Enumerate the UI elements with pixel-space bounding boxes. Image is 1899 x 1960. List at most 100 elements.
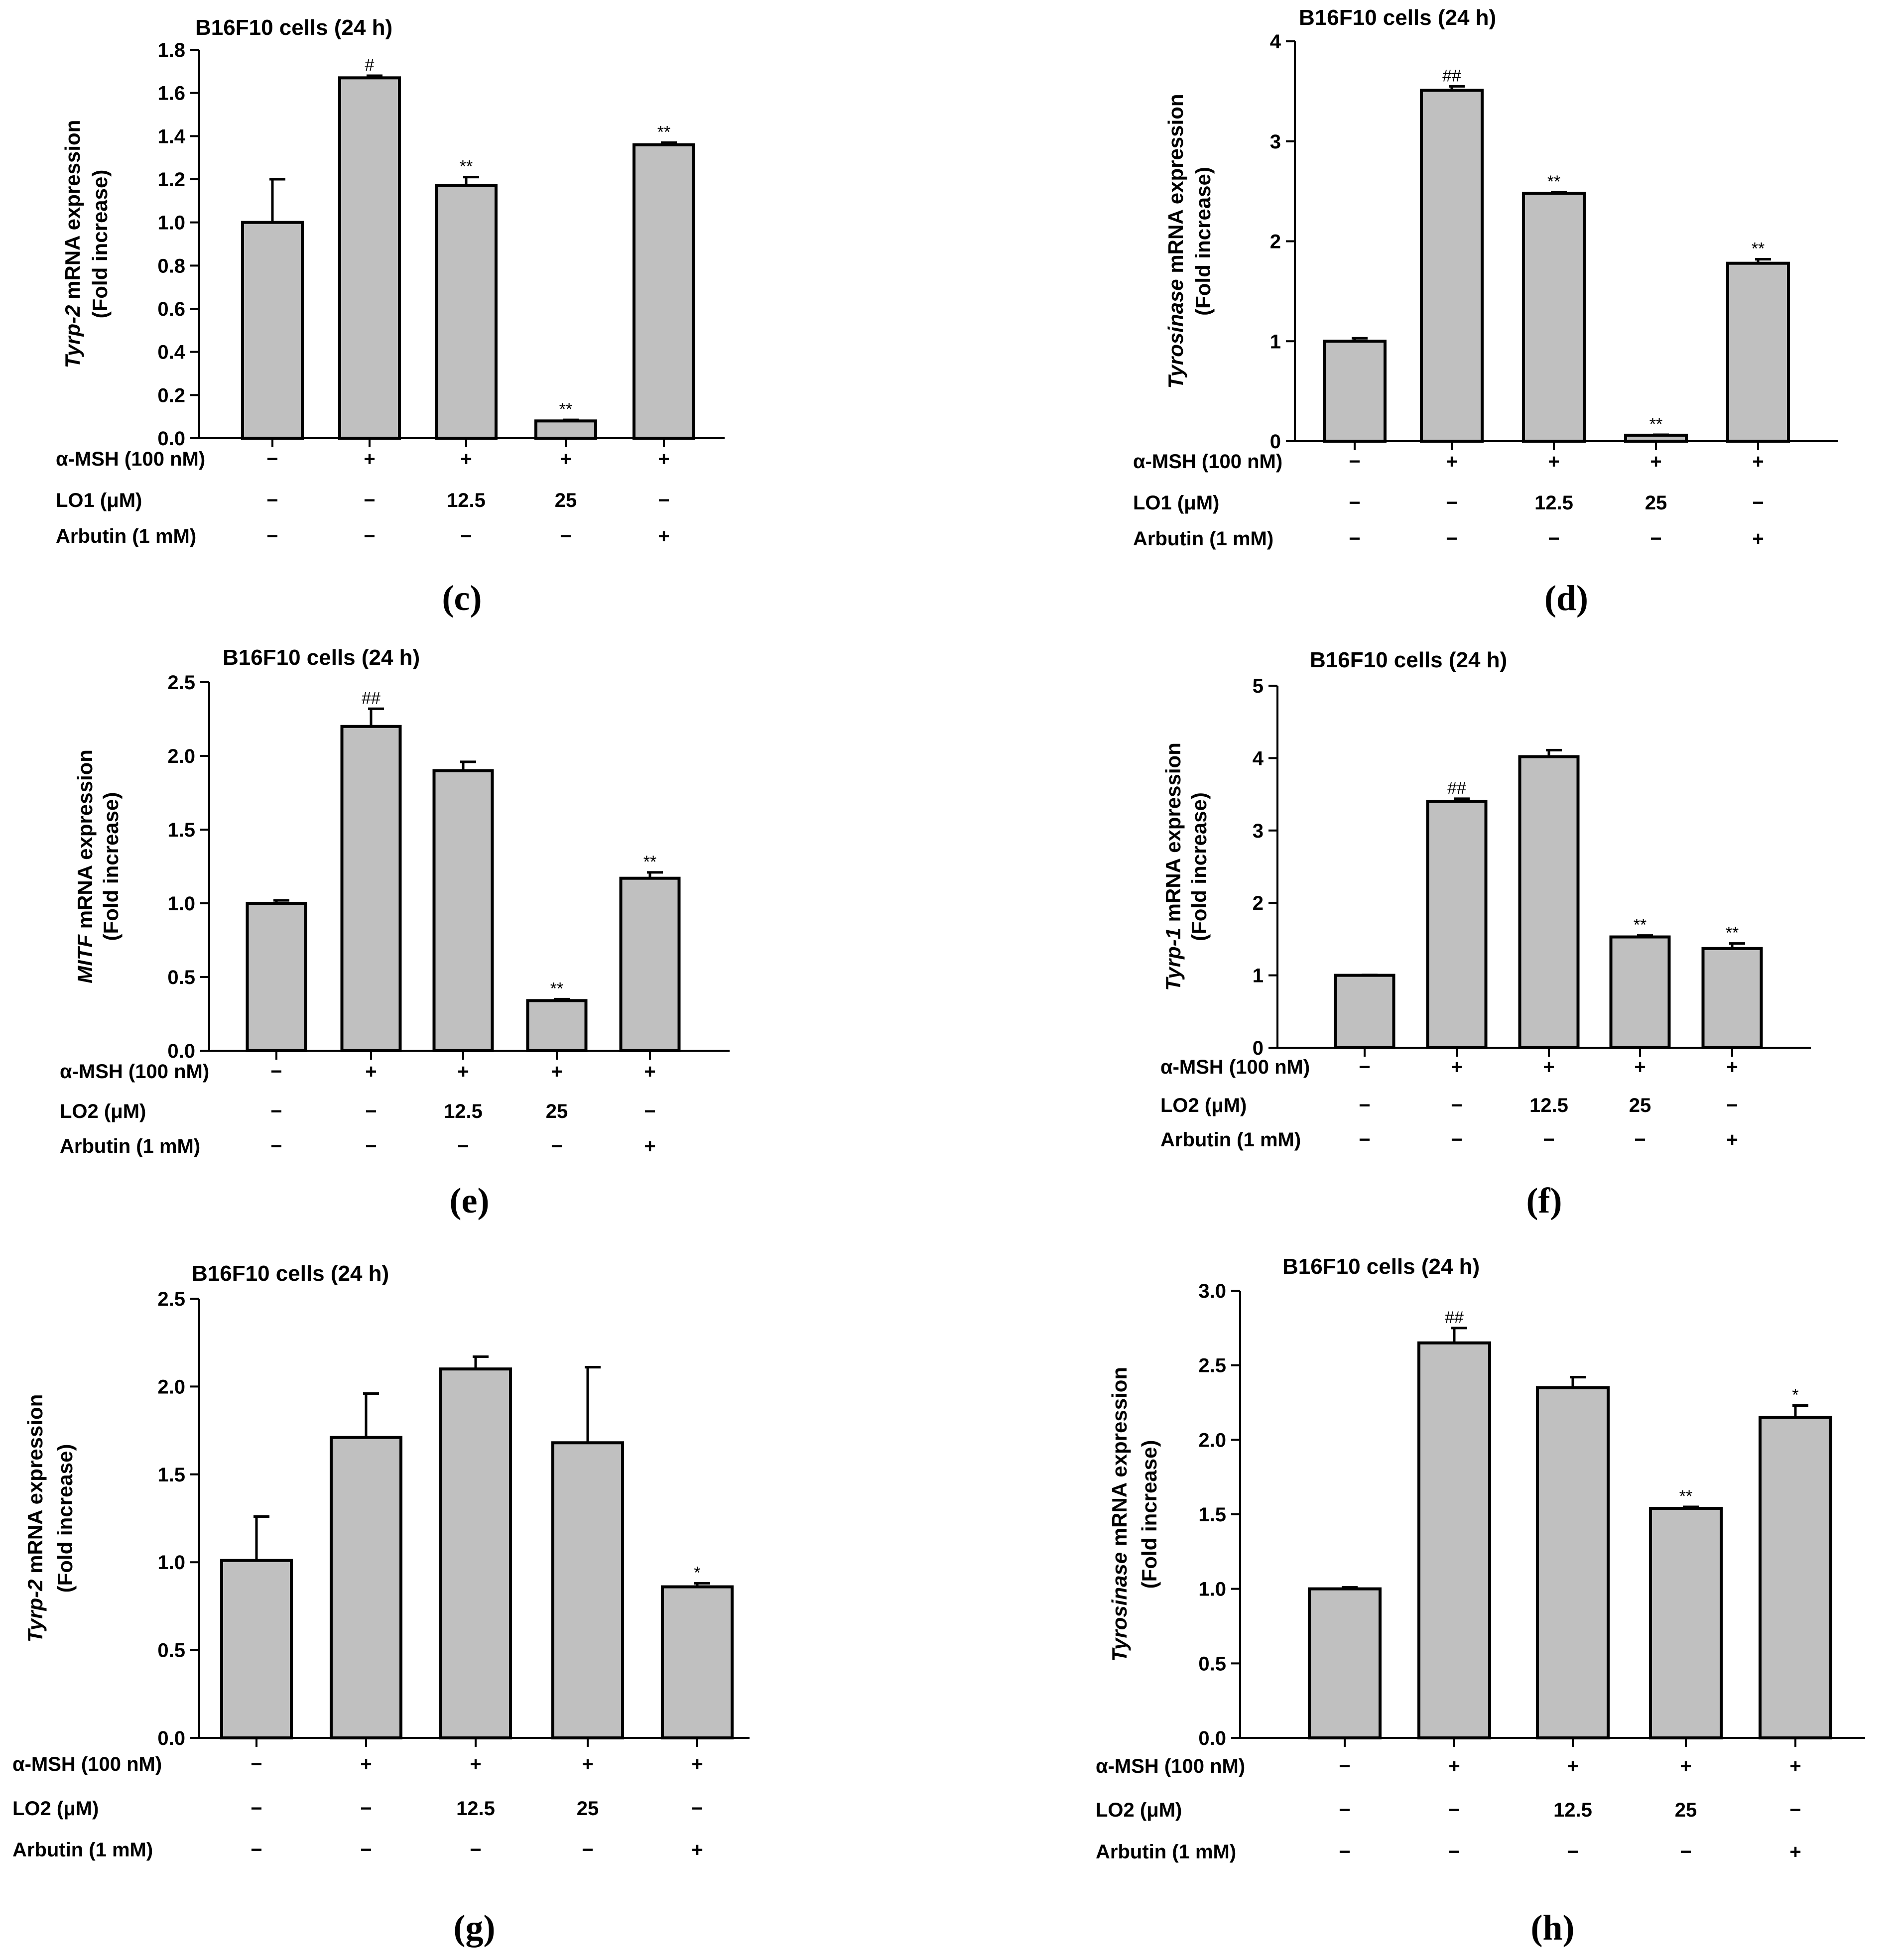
treatment-value: + xyxy=(360,1753,372,1775)
bar xyxy=(661,1585,734,1740)
y-tick-label: 3.0 xyxy=(1198,1280,1226,1302)
bar xyxy=(432,769,494,1052)
treatment-row-label: α-MSH (100 nM) xyxy=(1096,1755,1245,1777)
treatment-value: − xyxy=(1543,1129,1554,1151)
treatment-value: 12.5 xyxy=(1534,492,1573,514)
treatment-value: − xyxy=(644,1101,655,1122)
chart-title: B16F10 cells (24 h) xyxy=(1310,648,1507,672)
treatment-value: + xyxy=(1451,1056,1462,1078)
treatment-value: − xyxy=(457,1135,469,1157)
treatment-value: − xyxy=(251,1798,262,1820)
chart-title: B16F10 cells (24 h) xyxy=(192,1261,389,1286)
y-tick-label: 0.5 xyxy=(157,1640,185,1662)
bar xyxy=(619,876,681,1053)
y-tick-label: 1.0 xyxy=(157,212,185,234)
bar xyxy=(1323,340,1387,443)
treatment-value: − xyxy=(266,525,278,547)
significance-mark: ** xyxy=(657,122,670,141)
y-tick-label: 0.8 xyxy=(157,255,185,277)
treatment-value: − xyxy=(658,490,669,511)
y-tick-label: 1.0 xyxy=(1198,1579,1226,1600)
y-tick-label: 2.5 xyxy=(1198,1355,1226,1377)
y-tick-label: 1.4 xyxy=(157,125,185,147)
treatment-value: + xyxy=(658,448,669,470)
treatment-value: − xyxy=(266,448,278,470)
y-axis-label: MITF mRNA expression xyxy=(73,749,97,983)
treatment-row-label: LO2 (μM) xyxy=(12,1798,99,1820)
bar xyxy=(435,184,498,440)
bar xyxy=(534,419,597,440)
y-axis-label-text: mRNA expression xyxy=(73,749,97,935)
y-axis-label-text: mRNA expression xyxy=(1164,94,1187,279)
y-tick-label: 2.0 xyxy=(167,745,195,767)
significance-mark: ## xyxy=(1447,779,1466,798)
treatment-value: 25 xyxy=(1645,492,1667,514)
treatment-value: − xyxy=(1339,1755,1350,1777)
treatment-value: + xyxy=(658,525,669,547)
chart-title: B16F10 cells (24 h) xyxy=(195,15,392,40)
bar xyxy=(241,221,304,440)
bar xyxy=(1334,974,1395,1049)
treatment-value: 25 xyxy=(577,1798,599,1820)
bar xyxy=(1536,1386,1610,1739)
significance-mark: ## xyxy=(1445,1308,1464,1327)
y-tick-label: 3 xyxy=(1253,820,1264,842)
treatment-value: + xyxy=(691,1839,703,1861)
chart-title: B16F10 cells (24 h) xyxy=(1299,5,1496,30)
treatment-value: + xyxy=(364,448,375,470)
y-tick-label: 0.4 xyxy=(157,342,185,364)
y-axis-label-gene: Tyrp-1 xyxy=(1161,928,1185,991)
y-tick-label: 2.0 xyxy=(1198,1429,1226,1451)
y-axis-label-line2: (Fold increase) xyxy=(1138,1440,1161,1589)
treatment-value: − xyxy=(1726,1095,1738,1116)
y-tick-label: 1.5 xyxy=(1198,1504,1226,1526)
treatment-value: 12.5 xyxy=(1553,1799,1592,1821)
bar xyxy=(1522,192,1586,443)
treatment-value: − xyxy=(1359,1056,1370,1078)
treatment-value: 25 xyxy=(546,1101,568,1122)
treatment-value: + xyxy=(1789,1841,1801,1863)
treatment-value: − xyxy=(1680,1841,1691,1863)
y-axis-label-text: mRNA expression xyxy=(1108,1367,1131,1552)
y-tick-label: 0.0 xyxy=(157,428,185,450)
treatment-value: + xyxy=(551,1061,562,1083)
y-tick-label: 2 xyxy=(1253,892,1264,914)
panel-label: (g) xyxy=(454,1908,496,1948)
treatment-value: − xyxy=(1349,528,1360,550)
y-tick-label: 5 xyxy=(1253,675,1264,697)
treatment-value: 25 xyxy=(1675,1799,1697,1821)
treatment-value: − xyxy=(470,1839,481,1861)
treatment-value: − xyxy=(1451,1129,1462,1151)
treatment-value: + xyxy=(560,448,571,470)
treatment-row-label: LO1 (μM) xyxy=(1133,492,1219,514)
treatment-value: + xyxy=(365,1061,377,1083)
treatment-value: + xyxy=(1726,1056,1738,1078)
y-tick-label: 1.2 xyxy=(157,169,185,191)
y-tick-label: 0.6 xyxy=(157,298,185,320)
treatment-value: − xyxy=(1650,528,1661,550)
treatment-row-label: α-MSH (100 nM) xyxy=(1160,1056,1310,1078)
treatment-value: − xyxy=(266,490,278,511)
treatment-row-label: α-MSH (100 nM) xyxy=(1133,451,1282,473)
treatment-value: − xyxy=(270,1101,282,1122)
treatment-value: 12.5 xyxy=(444,1101,483,1122)
treatment-value: − xyxy=(1752,492,1764,514)
y-tick-label: 3 xyxy=(1270,131,1281,153)
treatment-value: + xyxy=(644,1061,655,1083)
bar xyxy=(633,143,695,440)
y-axis-label-gene: MITF xyxy=(73,934,97,983)
treatment-row-label: LO2 (μM) xyxy=(1096,1799,1182,1821)
y-tick-label: 1.6 xyxy=(157,83,185,105)
y-tick-label: 1 xyxy=(1270,331,1281,353)
panel-label: (c) xyxy=(442,578,482,618)
y-tick-label: 2.5 xyxy=(167,672,195,694)
treatment-value: + xyxy=(1446,451,1457,473)
y-axis-label-line2: (Fold increase) xyxy=(99,792,123,941)
y-tick-label: 0.0 xyxy=(157,1727,185,1749)
y-axis-label-gene: Tyrp-2 xyxy=(23,1580,47,1643)
chart-panel-c: B16F10 cells (24 h) 0.0 0.2 0.4 0.6 0.8 1.0 1.2… xyxy=(56,15,725,618)
bar xyxy=(1518,755,1580,1049)
significance-mark: ** xyxy=(460,157,473,176)
treatment-value: + xyxy=(1448,1755,1460,1777)
